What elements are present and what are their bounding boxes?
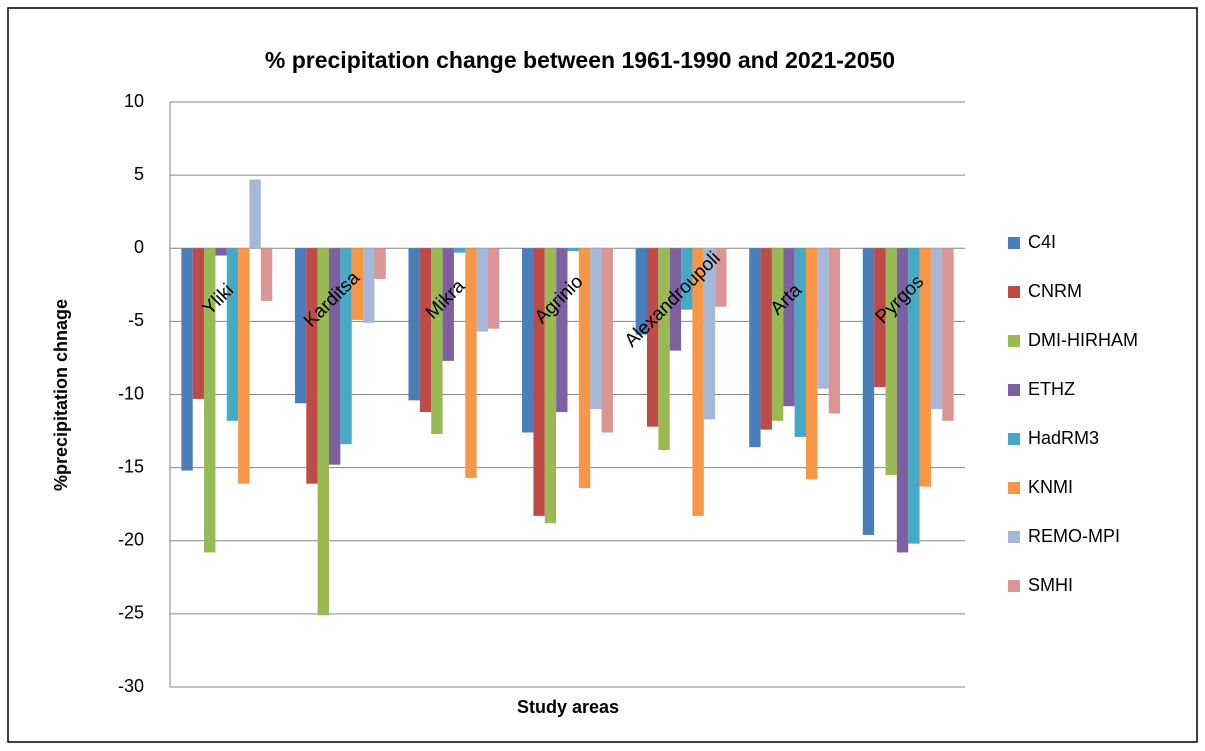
y-tick-label: -5 (128, 310, 144, 330)
legend-label: SMHI (1028, 575, 1073, 595)
bar (488, 248, 500, 329)
bar (340, 248, 352, 445)
legend-swatch (1008, 286, 1020, 298)
bar (294, 248, 307, 404)
bar (329, 248, 341, 465)
y-tick-label: -15 (118, 456, 144, 476)
bar (544, 248, 557, 524)
bar (942, 248, 954, 421)
legend-label: KNMI (1028, 477, 1073, 497)
bar (419, 248, 432, 413)
bar (465, 248, 477, 478)
legend-label: ETHZ (1028, 379, 1075, 399)
bar (431, 248, 443, 434)
legend-swatch (1008, 237, 1020, 249)
x-axis-title: Study areas (517, 697, 619, 717)
bar (453, 248, 466, 253)
legend-swatch (1008, 335, 1020, 347)
y-tick-label: -30 (118, 676, 144, 696)
y-tick-label: 5 (134, 164, 144, 184)
bar (204, 248, 216, 553)
bar (806, 248, 818, 480)
y-tick-label: 10 (124, 91, 144, 111)
bar (578, 248, 591, 489)
bar (862, 248, 875, 535)
bar (408, 248, 420, 401)
legend-swatch (1008, 482, 1020, 494)
bar (749, 248, 761, 448)
bar (715, 248, 727, 307)
bar (249, 179, 261, 249)
bar (692, 248, 704, 516)
bar (908, 248, 920, 544)
y-tick-label: -10 (118, 383, 144, 403)
bar (885, 248, 897, 475)
bar (192, 248, 205, 399)
bar (351, 248, 364, 320)
legend-label: CNRM (1028, 281, 1082, 301)
y-tick-label: -25 (118, 603, 144, 623)
bar (442, 248, 454, 361)
y-axis-title: %precipitation chnage (51, 299, 71, 491)
bar (669, 248, 682, 351)
legend-swatch (1008, 580, 1020, 592)
bar (567, 248, 579, 252)
bar (181, 248, 193, 471)
legend-label: DMI-HIRHAM (1028, 330, 1138, 350)
bar (760, 248, 772, 430)
bar (794, 248, 806, 437)
bar (306, 248, 318, 484)
bar (828, 248, 841, 414)
bar (681, 248, 693, 310)
y-tick-label: 0 (134, 237, 144, 257)
bar (817, 248, 829, 389)
bar (533, 248, 545, 516)
bar (647, 248, 659, 427)
bar (896, 248, 909, 553)
bar (930, 248, 943, 410)
bar (215, 248, 227, 256)
bar (783, 248, 795, 407)
legend-swatch (1008, 531, 1020, 543)
bar (601, 248, 613, 433)
y-tick-label: -20 (118, 530, 144, 550)
chart-title: % precipitation change between 1961-1990… (265, 47, 895, 73)
bar (874, 248, 886, 388)
bar (635, 248, 647, 335)
bar (919, 248, 931, 487)
bar (374, 248, 386, 279)
bar (556, 248, 568, 413)
bar (317, 248, 329, 616)
legend-label: HadRM3 (1028, 428, 1099, 448)
legend-swatch (1008, 433, 1020, 445)
bar (771, 248, 784, 421)
bar (226, 248, 239, 421)
bar (590, 248, 602, 410)
bar (363, 248, 375, 323)
legend-swatch (1008, 384, 1020, 396)
bar (238, 248, 250, 484)
bar (703, 248, 716, 420)
bar (658, 248, 670, 451)
bar (476, 248, 488, 332)
legend-label: C4I (1028, 232, 1056, 252)
legend-label: REMO-MPI (1028, 526, 1120, 546)
bar (260, 248, 273, 301)
bar (522, 248, 534, 433)
